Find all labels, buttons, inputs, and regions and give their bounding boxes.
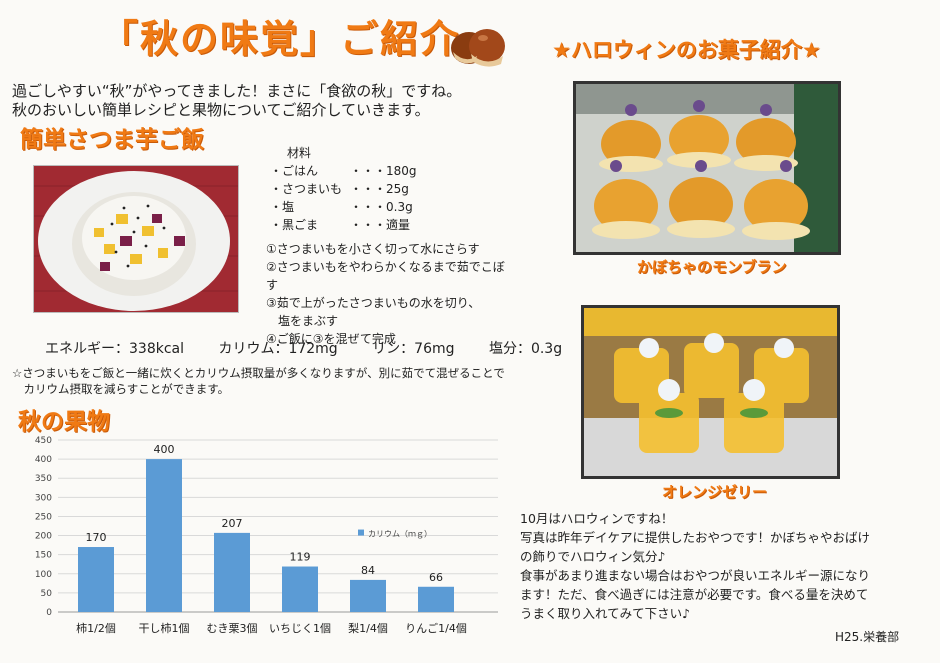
nutrition-line: エネルギー：338kcal カリウム：172mg リン：76mg 塩分：0.3g bbox=[45, 338, 592, 358]
chestnut-icon bbox=[451, 29, 505, 67]
intro-line: 秋のおいしい簡単レシピと果物についてご紹介していきます。 bbox=[12, 101, 430, 119]
x-tick-label: いちじく1個 bbox=[269, 622, 331, 635]
text-line: の飾りでハロウィン気分♪ bbox=[520, 549, 666, 564]
ingredient-row: ・塩 ・・・0.3g bbox=[270, 198, 417, 216]
ingredient-amount: ・・・0.3g bbox=[350, 200, 413, 214]
y-tick-label: 100 bbox=[35, 570, 52, 580]
bar bbox=[78, 547, 114, 612]
recipe-step: ②さつまいもをやわらかくなるまで茹でこぼす bbox=[266, 260, 505, 292]
y-tick-label: 150 bbox=[35, 551, 52, 561]
fruit-heading: 秋の果物 bbox=[18, 409, 110, 435]
potassium-value: カリウム：172mg bbox=[218, 341, 338, 357]
halloween-text: 10月はハロウィンですね！ 写真は昨年デイケアに提供したおやつです！かぼちゃやお… bbox=[520, 509, 920, 623]
recipe-steps: ①さつまいもを小さく切って水にさらす ②さつまいもをやわらかくなるまで茹でこぼす… bbox=[266, 240, 516, 348]
note-line: ☆さつまいもをご飯と一緒に炊くとカリウム摂取量が多くなりますが、別に茹でて混ぜる… bbox=[12, 366, 505, 380]
text-line: 10月はハロウィンですね！ bbox=[520, 511, 674, 526]
halloween-heading: ★ハロウィンのお菓子紹介★ bbox=[552, 38, 821, 62]
page-title: 「秋の味覚」ご紹介 bbox=[100, 17, 461, 61]
bar bbox=[146, 459, 182, 612]
x-tick-label: むき栗3個 bbox=[207, 622, 258, 635]
text-line: ます！ただ、食べ過ぎには注意が必要です。食べる量を決めて bbox=[520, 587, 869, 602]
phosphorus-value: リン：76mg bbox=[372, 341, 455, 357]
montblanc-photo bbox=[573, 81, 841, 255]
montblanc-caption: かぼちゃのモンブラン bbox=[637, 258, 787, 276]
recipe-heading: 簡単さつま芋ご飯 bbox=[20, 127, 204, 153]
data-label: 119 bbox=[290, 551, 311, 564]
salt-value: 塩分：0.3g bbox=[488, 341, 563, 357]
x-tick-label: 干し柿1個 bbox=[139, 621, 190, 635]
ingredient-row: ・ごはん ・・・180g bbox=[270, 162, 417, 180]
data-label: 84 bbox=[361, 564, 375, 577]
ingredient-name: ・さつまいも bbox=[270, 182, 343, 196]
y-tick-label: 250 bbox=[35, 512, 52, 522]
recipe-step: 塩をまぶす bbox=[266, 314, 339, 328]
y-tick-label: 50 bbox=[41, 589, 53, 599]
recipe-note: ☆さつまいもをご飯と一緒に炊くとカリウム摂取量が多くなりますが、別に茹でて混ぜる… bbox=[12, 365, 522, 397]
y-tick-label: 200 bbox=[35, 532, 52, 542]
potassium-bar-chart: 0 50 100 150 200 250 300 350 400 450 170 柿1/2個 400 干し… bbox=[35, 436, 498, 635]
data-label: 400 bbox=[154, 443, 175, 456]
bar bbox=[214, 532, 250, 612]
ingredient-name: ・塩 bbox=[270, 200, 295, 214]
note-line: カリウム摂取を減らすことができます。 bbox=[12, 382, 230, 396]
x-tick-label: 柿1/2個 bbox=[76, 621, 116, 635]
text-line: 食事があまり進まない場合はおやつが良いエネルギー源になり bbox=[520, 568, 871, 583]
legend-swatch bbox=[358, 529, 364, 536]
signature: H25.栄養部 bbox=[835, 630, 900, 644]
data-label: 170 bbox=[86, 531, 107, 544]
bar bbox=[350, 579, 386, 612]
orange-jelly-caption: オレンジゼリー bbox=[662, 483, 768, 501]
ingredient-row: ・さつまいも ・・・25g bbox=[270, 180, 417, 198]
data-label: 66 bbox=[429, 571, 443, 584]
y-tick-label: 350 bbox=[35, 474, 52, 484]
bar bbox=[418, 586, 454, 612]
legend-label: カリウム（ｍｇ） bbox=[368, 530, 432, 539]
ingredient-row: ・黒ごま ・・・適量 bbox=[270, 216, 417, 234]
y-tick-label: 400 bbox=[35, 455, 52, 465]
data-label: 207 bbox=[222, 517, 243, 530]
intro-text: 過ごしやすい“秋”がやってきました！まさに「食欲の秋」ですね。 秋のおいしい簡単… bbox=[12, 82, 512, 120]
orange-jelly-photo bbox=[581, 305, 840, 479]
ingredient-name: ・ごはん bbox=[270, 164, 319, 178]
ingredient-amount: ・・・適量 bbox=[350, 218, 411, 232]
energy-value: エネルギー：338kcal bbox=[45, 341, 184, 357]
y-tick-label: 300 bbox=[35, 493, 52, 503]
intro-line: 過ごしやすい“秋”がやってきました！まさに「食欲の秋」ですね。 bbox=[12, 82, 462, 100]
ingredients-title: 材料 bbox=[287, 146, 312, 160]
text-line: 写真は昨年デイケアに提供したおやつです！かぼちゃやおばけ bbox=[520, 530, 871, 545]
x-tick-label: 梨1/4個 bbox=[348, 621, 388, 635]
recipe-step: ①さつまいもを小さく切って水にさらす bbox=[266, 242, 480, 256]
ingredient-amount: ・・・25g bbox=[350, 182, 409, 196]
ingredients-list: ・ごはん ・・・180g ・さつまいも ・・・25g ・塩 ・・・0.3g ・黒ごま・… bbox=[270, 162, 417, 234]
recipe-step: ④ご飯に③を混ぜて完成 bbox=[266, 332, 396, 346]
ingredient-name: ・黒ごま bbox=[270, 218, 319, 232]
ingredient-amount: ・・・180g bbox=[350, 164, 417, 178]
x-tick-label: りんご1/4個 bbox=[405, 621, 467, 635]
y-tick-label: 0 bbox=[46, 608, 52, 618]
rice-photo bbox=[33, 165, 239, 313]
recipe-step: ③茹で上がったさつまいもの水を切り、 bbox=[266, 296, 481, 310]
bar bbox=[282, 566, 318, 612]
y-tick-label: 450 bbox=[35, 436, 52, 446]
text-line: うまく取り入れてみて下さい♪ bbox=[520, 606, 691, 621]
